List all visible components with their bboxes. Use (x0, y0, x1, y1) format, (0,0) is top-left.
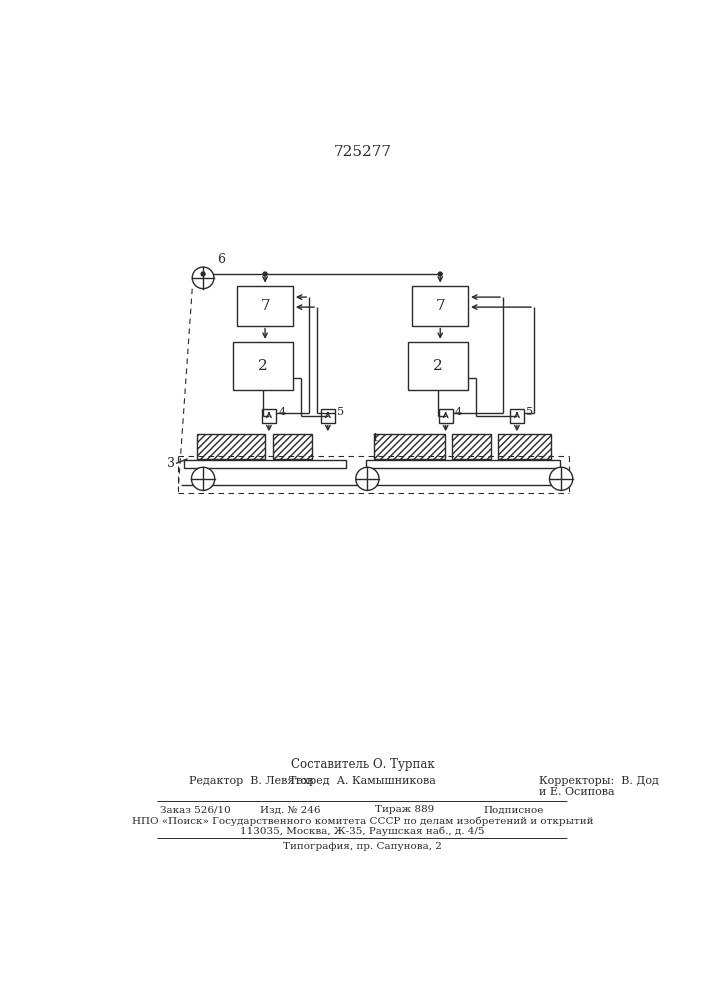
Text: Заказ 526/10: Заказ 526/10 (160, 805, 230, 814)
Circle shape (263, 272, 267, 276)
Bar (273, 434, 312, 459)
Text: Составитель О. Турпак: Составитель О. Турпак (291, 758, 435, 771)
Text: 5: 5 (526, 407, 533, 417)
Text: 2: 2 (258, 359, 268, 373)
Text: 5: 5 (337, 407, 344, 417)
Text: 3: 3 (167, 457, 175, 470)
Text: НПО «Поиск» Государственного комитета СССР по делам изобретений и открытий: НПО «Поиск» Государственного комитета СС… (132, 816, 593, 826)
Bar (366, 460, 559, 468)
Text: и Е. Осипова: и Е. Осипова (539, 787, 615, 797)
Text: 113035, Москва, Ж-35, Раушская наб., д. 4/5: 113035, Москва, Ж-35, Раушская наб., д. … (240, 826, 485, 836)
Bar (498, 434, 551, 459)
Bar (262, 409, 276, 423)
Bar (197, 434, 265, 459)
Text: 7: 7 (260, 299, 270, 313)
Bar (438, 409, 452, 423)
Text: 725277: 725277 (334, 145, 392, 159)
Circle shape (192, 467, 215, 490)
Text: Тираж 889: Тираж 889 (375, 805, 434, 814)
Text: Техред  А. Камышникова: Техред А. Камышникова (289, 776, 436, 786)
Bar (237, 286, 293, 326)
Circle shape (356, 467, 379, 490)
Bar (452, 434, 491, 459)
Text: Корректоры:  В. Дод: Корректоры: В. Дод (539, 776, 660, 786)
Text: Редактор  В. Левятов: Редактор В. Левятов (189, 776, 313, 786)
Bar (373, 434, 445, 459)
Bar (408, 342, 468, 389)
Bar (185, 460, 346, 468)
Text: 4: 4 (455, 407, 462, 417)
Text: Типография, пр. Сапунова, 2: Типография, пр. Сапунова, 2 (284, 842, 442, 851)
Bar (510, 409, 524, 423)
Bar (321, 409, 335, 423)
Bar (412, 286, 468, 326)
Text: 6: 6 (217, 253, 225, 266)
Circle shape (201, 272, 205, 276)
Text: 4: 4 (279, 407, 286, 417)
Circle shape (192, 267, 214, 289)
Text: Изд. № 246: Изд. № 246 (260, 805, 321, 814)
Text: 7: 7 (436, 299, 445, 313)
Bar (233, 342, 293, 389)
Text: 1: 1 (371, 433, 378, 443)
Circle shape (549, 467, 573, 490)
Circle shape (438, 272, 442, 276)
Text: Подписное: Подписное (484, 805, 544, 814)
Text: 2: 2 (433, 359, 443, 373)
